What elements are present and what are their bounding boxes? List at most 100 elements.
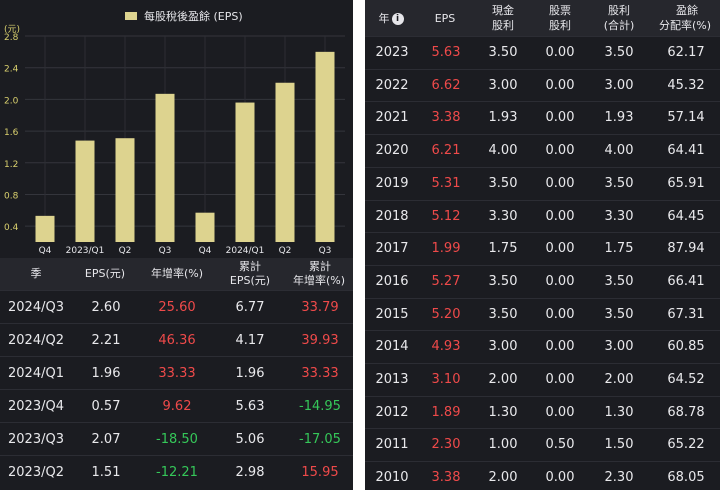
quarter-cell-cum-eps: 6.77	[235, 300, 265, 315]
dividend-cell-total: 3.00	[604, 339, 634, 355]
dividend-cell-total: 4.00	[604, 143, 634, 159]
dividend-cell-total: 1.30	[604, 404, 634, 420]
dividend-cell-eps: 5.27	[431, 273, 461, 289]
y-tick-label: 1.6	[4, 128, 19, 138]
dividend-cell-payout: 68.05	[667, 470, 705, 486]
info-icon[interactable]: i	[391, 13, 404, 25]
header-season: 季	[30, 267, 42, 280]
quarter-cell-eps: 0.57	[91, 399, 121, 414]
quarter-cell-yoy: 33.33	[158, 366, 196, 381]
x-tick-label: Q4	[39, 246, 52, 256]
eps-bar	[275, 82, 295, 242]
dividend-cell-year: 2011	[375, 437, 409, 453]
dividend-table-row: 2020 6.21 4.00 0.00 4.00 64.41	[365, 134, 720, 167]
quarter-cell-cum-yoy: 39.93	[301, 333, 339, 348]
quarter-table-row: 2023/Q3 2.07 -18.50 5.06 -17.05	[0, 422, 353, 455]
header-cash-line1: 現金	[492, 4, 514, 17]
quarter-cell-eps: 1.96	[91, 366, 121, 381]
dividend-cell-stock: 0.00	[545, 175, 575, 191]
dividend-cell-cash: 2.00	[488, 372, 518, 387]
dividend-cell-cash: 3.30	[488, 208, 518, 224]
quarter-cell-cum-eps: 5.06	[235, 432, 265, 447]
dividend-cell-cash: 3.50	[488, 273, 518, 289]
dividend-cell-year: 2013	[375, 372, 409, 387]
dividend-cell-eps: 5.20	[431, 306, 461, 322]
dividend-cell-total: 3.50	[604, 175, 634, 191]
quarter-table-row: 2024/Q3 2.60 25.60 6.77 33.79	[0, 290, 353, 323]
dividend-table-row: 2023 5.63 3.50 0.00 3.50 62.17	[365, 36, 720, 69]
quarter-cell-cum-eps: 4.17	[235, 333, 265, 348]
header-cum-eps-line1: 累計	[239, 260, 261, 273]
quarter-cell-yoy: 9.62	[162, 399, 192, 414]
quarter-cell-season: 2024/Q3	[8, 300, 64, 315]
dividend-cell-total: 3.50	[604, 45, 634, 60]
dividend-table-row: 2011 2.30 1.00 0.50 1.50 65.22	[365, 428, 720, 461]
dividend-cell-year: 2019	[375, 175, 409, 191]
dividend-cell-cash: 1.75	[488, 241, 518, 257]
dividend-cell-eps: 5.31	[431, 175, 461, 191]
dividend-cell-stock: 0.50	[545, 437, 575, 453]
quarter-table-row: 2023/Q4 0.57 9.62 5.63 -14.95	[0, 389, 353, 422]
quarter-cell-season: 2023/Q3	[8, 432, 64, 447]
dividend-cell-eps: 5.63	[431, 45, 461, 60]
dividend-cell-year: 2023	[375, 45, 409, 60]
dividend-table-row: 2022 6.62 3.00 0.00 3.00 45.32	[365, 68, 720, 102]
header-stock-line2: 股利	[549, 19, 571, 32]
dividend-cell-cash: 3.50	[488, 45, 518, 60]
header-cum-yoy-line2: 年增率(%)	[292, 274, 346, 287]
eps-bar	[195, 212, 215, 242]
dividend-cell-year: 2016	[375, 273, 409, 289]
dividend-cell-total: 1.50	[604, 437, 634, 453]
dividend-cell-stock: 0.00	[545, 77, 575, 93]
legend-label: 每股稅後盈餘 (EPS)	[144, 9, 243, 23]
dividend-table-row: 2019 5.31 3.50 0.00 3.50 65.91	[365, 166, 720, 200]
dividend-cell-stock: 0.00	[545, 306, 575, 322]
y-tick-label: 0.8	[4, 191, 19, 201]
dividend-cell-stock: 0.00	[545, 143, 575, 159]
dividend-table-row: 2016 5.27 3.50 0.00 3.50 66.41	[365, 264, 720, 298]
dividend-cell-payout: 68.78	[667, 404, 705, 420]
x-tick-label: 2023/Q1	[66, 246, 105, 256]
dividend-cell-total: 3.30	[604, 208, 634, 224]
dividend-cell-payout: 64.45	[667, 208, 705, 224]
dividend-cell-total: 2.00	[604, 372, 634, 387]
x-tick-label: Q4	[199, 246, 212, 256]
dividend-cell-year: 2015	[375, 306, 409, 322]
dividend-cell-eps: 3.10	[431, 372, 461, 387]
dividend-cell-year: 2021	[375, 110, 409, 126]
dividend-cell-total: 3.50	[604, 273, 634, 289]
dividend-cell-cash: 3.00	[488, 77, 518, 93]
dividend-cell-total: 2.30	[604, 470, 634, 486]
quarter-cell-cum-yoy: -14.95	[299, 399, 341, 414]
dividend-cell-eps: 1.99	[431, 241, 461, 257]
quarter-cell-yoy: 46.36	[158, 333, 196, 348]
dividend-cell-eps: 6.21	[431, 143, 461, 159]
dividend-cell-year: 2010	[375, 470, 409, 486]
quarter-cell-eps: 2.60	[91, 300, 121, 315]
header-cash-line2: 股利	[492, 19, 514, 32]
dividend-cell-payout: 66.41	[667, 273, 705, 289]
header-payout-line2: 分配率(%)	[658, 19, 712, 32]
eps-bar	[315, 51, 335, 242]
dividend-cell-stock: 0.00	[545, 372, 575, 387]
eps-bar	[35, 215, 55, 242]
y-tick-label: 2.8	[4, 33, 19, 43]
dividend-cell-total: 3.00	[604, 77, 634, 93]
dividend-cell-total: 1.75	[604, 241, 634, 257]
y-tick-label: 1.2	[4, 160, 18, 170]
eps-bar-chart: 每股稅後盈餘 (EPS) (元) 0.4 0.8 1.2 1.6 2.0 2.4 2.8 Q4 20…	[0, 0, 353, 258]
x-tick-label: Q2	[279, 246, 292, 256]
dividend-table-row: 2017 1.99 1.75 0.00 1.75 87.94	[365, 232, 720, 265]
dividend-cell-cash: 2.00	[488, 470, 518, 486]
eps-bar-chart-svg: 每股稅後盈餘 (EPS) (元) 0.4 0.8 1.2 1.6 2.0 2.4 2.8 Q4 20…	[4, 9, 345, 256]
dividend-cell-payout: 65.91	[667, 175, 705, 191]
dividend-table-row: 2021 3.38 1.93 0.00 1.93 57.14	[365, 101, 720, 134]
dividend-cell-stock: 0.00	[545, 404, 575, 420]
dividend-cell-year: 2018	[375, 208, 409, 224]
dividend-cell-payout: 57.14	[667, 110, 705, 126]
dividend-cell-payout: 62.17	[667, 45, 705, 60]
dividend-cell-payout: 45.32	[667, 77, 705, 93]
quarter-table-row: 2024/Q1 1.96 33.33 1.96 33.33	[0, 356, 353, 389]
dividend-cell-cash: 1.00	[488, 437, 518, 453]
